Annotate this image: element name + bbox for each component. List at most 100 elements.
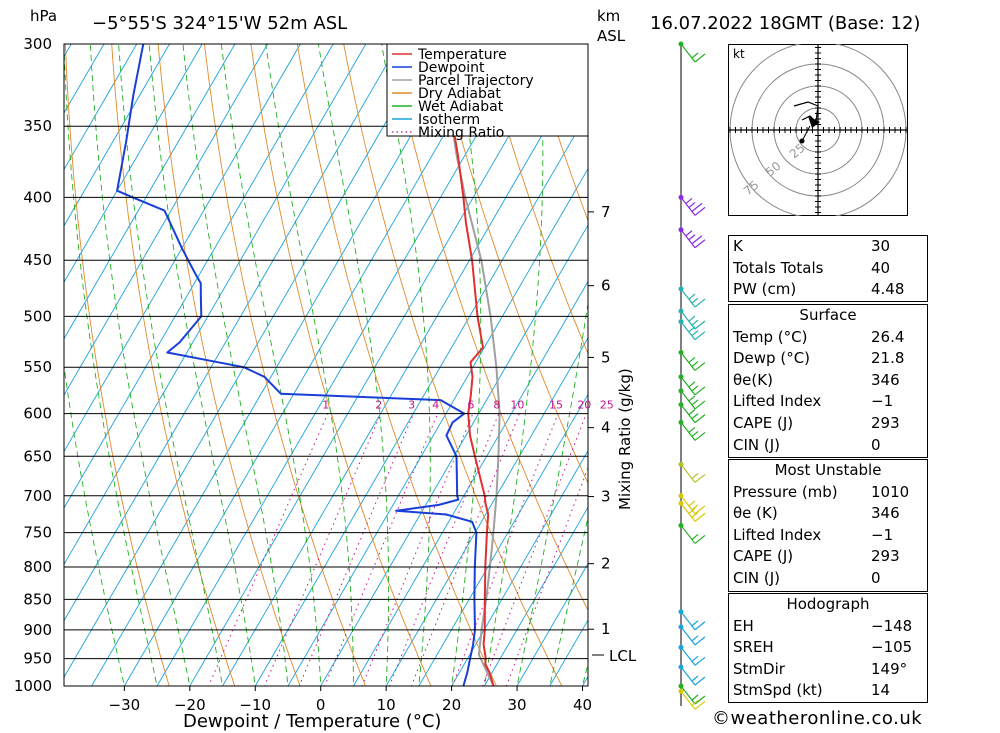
index-row: PW (cm) 4.48	[729, 279, 927, 301]
wind-barb-feather	[688, 234, 696, 241]
surface-label: CAPE (J)	[733, 413, 794, 432]
hodograph-rings	[728, 44, 908, 216]
height-tick-label: 2	[601, 555, 611, 573]
pressure-tick-label: 400	[23, 188, 52, 206]
isotherm-line	[0, 44, 6, 686]
pressure-unit-label: hPa	[30, 7, 57, 25]
index-row: K 30	[729, 236, 927, 258]
mixing-ratio-axis-label: Mixing Ratio (g/kg)	[616, 368, 634, 510]
wind-barb-feather	[691, 399, 699, 406]
pressure-tick-label: 300	[23, 35, 52, 53]
dry-adiabat-line	[389, 44, 588, 612]
pressure-tick-label: 900	[23, 621, 52, 639]
pressure-tick-label: 800	[23, 558, 52, 576]
wind-barb-feather	[694, 298, 706, 308]
legend-box	[386, 43, 589, 137]
wind-barb-feather	[694, 414, 706, 424]
isotherm-line	[320, 224, 588, 686]
mixing-ratio-labels: 1 2 3 4 6 8 10 15 20 25	[322, 399, 613, 412]
wind-barb-feather	[694, 636, 706, 646]
temperature-tick-label: 0	[316, 696, 326, 714]
most-unstable-title: Most Unstable	[774, 461, 882, 479]
isotherm-line	[516, 562, 588, 686]
wind-barb-feather	[694, 676, 706, 686]
mixing-ratio-line	[410, 413, 520, 686]
wind-barb-feather	[688, 395, 696, 402]
isotherm-line	[64, 44, 138, 171]
km-unit-label: km	[597, 7, 620, 25]
height-tick-label: 3	[601, 488, 611, 506]
legend-entry: Dewpoint	[418, 60, 485, 76]
isotherm-line	[222, 54, 588, 686]
index-value: 30	[871, 237, 891, 255]
pressure-tick-label: 850	[23, 590, 52, 608]
wet-adiabat-line	[516, 300, 588, 686]
isotherm-line	[254, 111, 588, 686]
isotherm-line	[64, 44, 170, 227]
mixing-ratio-line	[263, 413, 382, 686]
mixing-ratio-line	[298, 413, 415, 686]
wet-adiabat-line	[549, 515, 588, 686]
wind-barb	[678, 624, 706, 646]
wind-barb-feather	[694, 239, 706, 249]
temperature-tick-label: −20	[174, 696, 206, 714]
legend-entry: Mixing Ratio	[418, 125, 504, 141]
isotherm-line	[64, 44, 301, 453]
mu-label: Lifted Index	[733, 525, 822, 544]
dry-adiabat-line	[296, 44, 497, 686]
wet-adiabat-line	[118, 44, 223, 686]
surface-value: −1	[871, 392, 894, 411]
wind-barb-feather	[694, 700, 706, 710]
wind-barb-staff	[680, 611, 696, 631]
wind-barb-staff	[680, 525, 696, 544]
pressure-tick-label: 500	[23, 307, 52, 325]
surface-row: θe(K) 346	[729, 370, 927, 392]
wind-barb-staff	[680, 690, 696, 710]
surface-value: 346	[871, 370, 900, 389]
hodo-value: −105	[871, 638, 913, 657]
indices-box: K 30 Totals Totals 40 PW (cm) 4.48	[728, 235, 928, 302]
wind-barb	[678, 402, 706, 424]
wind-barb-feather	[691, 533, 699, 540]
wind-barb-feather	[688, 500, 696, 507]
isotherm-line	[189, 44, 563, 686]
mu-value: 0	[871, 568, 881, 587]
dry-adiabat-line	[111, 44, 236, 686]
isotherm-line	[353, 280, 588, 686]
isotherm-line	[451, 449, 588, 686]
mu-label: CAPE (J)	[733, 547, 794, 566]
wind-barb-feather	[691, 511, 699, 518]
wind-barb-staff	[680, 503, 696, 522]
temperature-tick-label: 10	[377, 696, 396, 714]
surface-label: Lifted Index	[733, 392, 822, 411]
surface-row: CIN (J) 0	[729, 435, 927, 457]
index-label: Totals Totals	[733, 258, 824, 277]
pressure-tick-label: 650	[23, 447, 52, 465]
mixing-ratio-label: 4	[432, 399, 439, 412]
pressure-tick-label: 600	[23, 405, 52, 423]
height-tick-label: 7	[601, 203, 611, 221]
wet-adiabat-line	[451, 44, 482, 686]
wind-barb-feather	[694, 386, 706, 396]
wet-adiabat-line	[182, 44, 289, 686]
wind-barb-staff	[680, 495, 696, 515]
footer[interactable]: ©weatheronline.co.uk	[712, 708, 922, 729]
wind-barb-feather	[688, 326, 696, 333]
wind-barb-feather	[691, 694, 699, 701]
site-link[interactable]: weatheronline.co.uk	[730, 708, 923, 729]
wind-barb-feather	[694, 621, 706, 631]
hodo-row: StmSpd (kt) 14	[729, 680, 927, 702]
temperature-tick-label: 20	[442, 696, 461, 714]
dry-adiabat-line	[64, 44, 170, 686]
wind-barb-feather	[688, 381, 696, 388]
isotherm-line	[91, 44, 465, 686]
storm-motion-marker	[808, 116, 820, 128]
height-tick-label: 6	[601, 277, 611, 295]
isotherm-line	[156, 44, 530, 686]
wind-barb-feather	[691, 385, 699, 392]
legend-entry: Dry Adiabat	[418, 86, 501, 102]
wind-barb	[678, 319, 706, 341]
height-tick-label: 4	[601, 419, 611, 437]
wind-barb-feather	[688, 357, 696, 363]
